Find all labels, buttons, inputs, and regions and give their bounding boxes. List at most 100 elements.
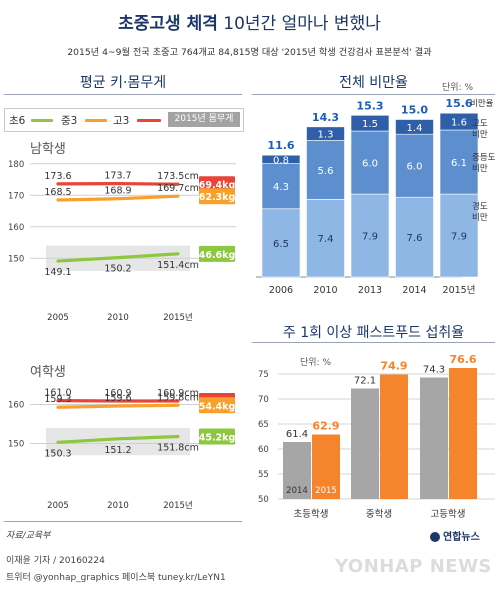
weight-label: 46.6kg <box>199 250 236 261</box>
bar-segment <box>261 163 301 210</box>
x-tick-label: 중학생 <box>366 509 392 520</box>
bar-value-label: 74.9 <box>380 360 407 373</box>
series-line-중3 <box>56 194 180 202</box>
bar-value-label: 61.4 <box>286 429 308 440</box>
segment-label: 1.6 <box>451 118 467 129</box>
x-tick-label: 2010 <box>107 501 129 511</box>
bar-segment <box>306 126 345 141</box>
y-tick-label: 150 <box>8 254 24 264</box>
x-tick-label: 2005 <box>47 501 69 511</box>
data-label: 159.8cm <box>157 392 199 403</box>
line-legend: 초6 중3 고3 2015년 몸무게 <box>4 108 244 132</box>
legend-label: 경도 <box>472 201 488 212</box>
bar-segment <box>439 112 479 131</box>
subtitle: 2015년 4~9월 전국 초중고 764개교 84,815명 대상 '2015… <box>67 47 432 58</box>
total-label: 15.0 <box>401 104 428 117</box>
bar-segment <box>350 130 390 195</box>
weight-label: 69.4kg <box>199 180 236 191</box>
data-label: 160.9cm <box>157 388 199 399</box>
data-label: 168.9 <box>104 186 131 197</box>
divider <box>4 521 242 522</box>
bar-value-label: 76.6 <box>449 353 476 366</box>
legend-line <box>85 119 107 122</box>
segment-label: 1.4 <box>407 123 423 134</box>
weight-badge <box>199 245 235 262</box>
segment-label: 7.4 <box>318 234 334 245</box>
bar-2015 <box>449 368 477 499</box>
data-label: 169.7cm <box>157 183 199 194</box>
agency-logo: 연합뉴스 <box>430 528 480 543</box>
legend-line <box>31 119 53 122</box>
segment-label: 6.0 <box>362 159 378 170</box>
segment-label: 7.9 <box>362 232 378 243</box>
series-line-중3 <box>56 403 180 409</box>
series-line-고3 <box>56 181 180 186</box>
total-label: 14.3 <box>312 111 339 124</box>
x-tick-label: 2015년 <box>163 500 192 511</box>
data-label: 160.9 <box>104 388 131 399</box>
data-label: 159.6 <box>104 393 131 404</box>
segment-label: 4.3 <box>273 182 289 193</box>
bar-value-label: 72.1 <box>354 376 376 387</box>
segment-label: 0.8 <box>273 155 289 166</box>
data-label: 151.4cm <box>157 260 199 271</box>
globe-icon <box>430 532 440 542</box>
series-label: 2015 <box>315 486 337 496</box>
data-label: 161.0 <box>44 388 71 399</box>
data-label: 168.5 <box>44 187 71 198</box>
segment-label: 7.6 <box>407 233 423 244</box>
bar-segment <box>395 133 434 198</box>
bar-segment <box>306 140 345 200</box>
weight-tag: 2015년 몸무게 <box>168 112 240 127</box>
segment-label: 6.0 <box>407 162 423 173</box>
bar-2015 <box>380 374 408 499</box>
legend-line <box>137 119 161 122</box>
bar-segment <box>306 199 345 278</box>
data-label: 149.1 <box>44 267 71 278</box>
x-tick-label: 2006 <box>269 285 293 296</box>
title-main: 초중고생 체격 <box>118 14 218 34</box>
y-tick-label: 75 <box>258 370 269 380</box>
x-tick-label: 2015년 <box>443 285 476 296</box>
social-info: 트위터 @yonhap_graphics 페이스북 tuney.kr/LeYN1 <box>6 573 226 583</box>
agency-name: 연합뉴스 <box>443 532 480 543</box>
legend-label: 고도 <box>472 119 488 129</box>
weight-label: 62.3kg <box>199 192 236 203</box>
legend-label: 중등도 <box>472 153 496 163</box>
x-tick-label: 고등학생 <box>431 509 466 520</box>
y-tick-label: 170 <box>8 191 24 201</box>
fastfood-unit: 단위: % <box>300 357 331 368</box>
y-tick-label: 50 <box>258 495 269 505</box>
divider <box>4 94 242 95</box>
series-line-초6 <box>56 434 180 444</box>
x-tick-label: 2015년 <box>163 312 192 323</box>
obesity-unit: 단위: % <box>442 83 474 93</box>
divider <box>252 342 495 343</box>
bar-2014 <box>351 388 379 499</box>
panel-title: 여학생 <box>30 365 66 380</box>
bar-value-label: 74.3 <box>423 365 445 376</box>
data-label: 173.7 <box>104 171 131 182</box>
legend-title: 비만율 <box>470 99 494 109</box>
legend-label: 고3 <box>113 115 130 127</box>
legend-label: 초6 <box>9 115 26 127</box>
total-label: 11.6 <box>267 139 294 152</box>
byline: 이재윤 기자 / 20160224 <box>6 556 105 566</box>
segment-label: 6.5 <box>273 239 289 250</box>
y-tick-label: 70 <box>258 395 269 405</box>
y-tick-label: 60 <box>258 445 269 455</box>
x-tick-label: 2013 <box>358 285 382 296</box>
bar-2014 <box>420 377 448 499</box>
x-tick-label: 초등학생 <box>294 509 329 520</box>
segment-label: 1.5 <box>362 119 378 130</box>
legend-label: 비만 <box>472 130 488 140</box>
x-tick-label: 2014 <box>402 285 426 296</box>
weight-label: 54.4kg <box>199 401 236 412</box>
segment-label: 6.1 <box>451 158 467 169</box>
weight-badge <box>199 428 235 445</box>
weight-label: 45.2kg <box>199 432 236 443</box>
y-tick-label: 55 <box>258 470 269 480</box>
bar-segment <box>261 208 301 278</box>
